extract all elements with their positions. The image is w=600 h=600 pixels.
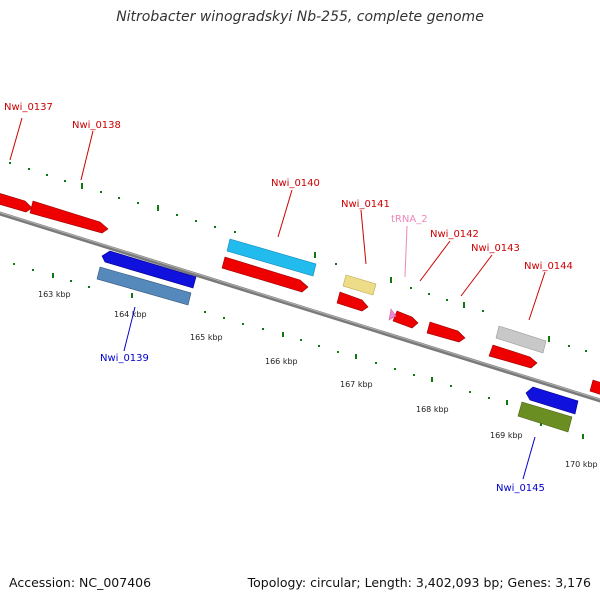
leader-nwi-0139 — [123, 306, 136, 352]
scale-label-168: 168 kbp — [416, 405, 449, 414]
accession-text: Accession: NC_007406 — [9, 575, 152, 590]
gene-nwi-0138[interactable] — [29, 200, 109, 234]
gene-nwi-0137[interactable] — [0, 192, 33, 213]
feature-nwi-0141-yellow[interactable] — [342, 274, 377, 296]
label-nwi-0137: Nwi_0137 — [4, 102, 53, 113]
leader-nwi-0143 — [460, 254, 493, 297]
label-nwi-0145: Nwi_0145 — [496, 483, 545, 494]
leader-nwi-0144 — [528, 271, 546, 321]
label-nwi-0139: Nwi_0139 — [100, 353, 149, 364]
leader-nwi-0140 — [277, 189, 293, 238]
scale-label-163: 163 kbp — [38, 290, 71, 299]
gene-nwi-0142[interactable] — [392, 310, 419, 329]
leader-nwi-0141 — [360, 209, 367, 265]
map-title: Nitrobacter winogradskyi Nb-255, complet… — [116, 9, 484, 25]
label-leaders — [9, 117, 546, 480]
leader-trna-2 — [404, 225, 408, 278]
scale-label-165: 165 kbp — [190, 333, 223, 342]
reverse-genes — [96, 250, 579, 433]
leader-nwi-0142 — [419, 240, 451, 282]
gene-nwi-0145[interactable] — [525, 386, 579, 415]
feature-nwi-0139-steel[interactable] — [96, 266, 192, 306]
outer-tick-ring — [9, 162, 587, 352]
scale-label-170: 170 kbp — [565, 460, 598, 469]
label-trna-2: tRNA_2 — [391, 214, 428, 225]
feature-nwi-0140-cyan[interactable] — [226, 238, 317, 277]
trna-2-marker[interactable] — [388, 308, 397, 321]
genome-summary-text: Topology: circular; Length: 3,402,093 bp… — [247, 575, 591, 590]
label-nwi-0138: Nwi_0138 — [72, 120, 121, 131]
gene-nwi-0141[interactable] — [336, 291, 369, 312]
scale-label-169: 169 kbp — [490, 431, 523, 440]
gene-nwi-0143[interactable] — [426, 321, 466, 343]
gene-nwi-0144[interactable] — [488, 344, 538, 369]
label-nwi-0142: Nwi_0142 — [430, 229, 479, 240]
label-nwi-0140: Nwi_0140 — [271, 178, 320, 189]
scale-label-167: 167 kbp — [340, 380, 373, 389]
leader-nwi-0137 — [9, 117, 23, 161]
label-nwi-0141: Nwi_0141 — [341, 199, 390, 210]
leader-nwi-0145 — [522, 436, 536, 480]
feature-nwi-0144-grey[interactable] — [495, 325, 547, 354]
gene-nwi-0139[interactable] — [101, 250, 197, 289]
label-nwi-0144: Nwi_0144 — [524, 261, 573, 272]
label-nwi-0143: Nwi_0143 — [471, 243, 520, 254]
feature-nwi-0145-olive[interactable] — [517, 401, 573, 433]
genome-backbone — [0, 211, 600, 403]
genome-backbone-highlight — [0, 212, 600, 400]
scale-label-164: 164 kbp — [114, 310, 147, 319]
leader-nwi-0138 — [80, 130, 94, 181]
gene-nwi-0140[interactable] — [221, 256, 309, 293]
forward-genes — [0, 192, 600, 396]
scale-label-166: 166 kbp — [265, 357, 298, 366]
gene-nwi-0146[interactable] — [589, 379, 600, 396]
